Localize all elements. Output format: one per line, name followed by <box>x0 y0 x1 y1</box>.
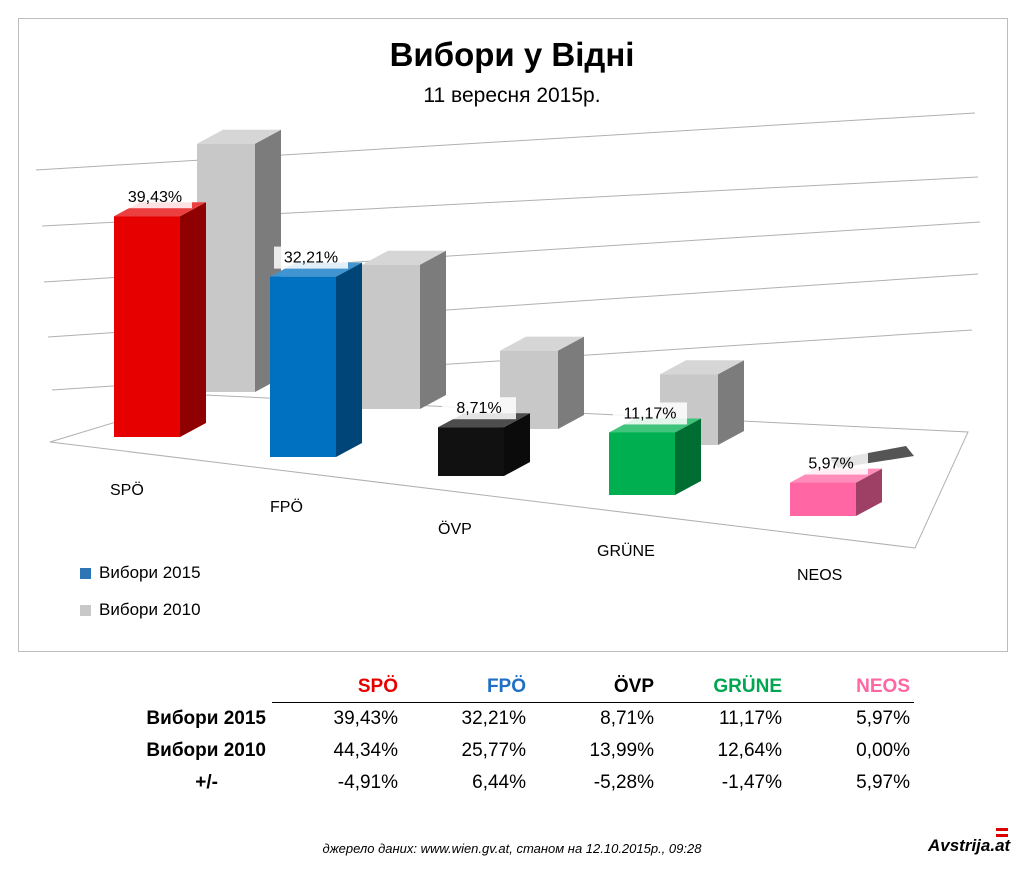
category-label-0: SPÖ <box>110 481 144 499</box>
bar-2015-1-side <box>336 262 362 457</box>
bar-2010-1-top <box>362 250 446 265</box>
data-label-bg <box>442 397 516 420</box>
data-label-2015-4: 5,97% <box>808 456 853 473</box>
logo-text: Avstrija.at <box>928 836 1011 855</box>
legend-swatch-2015 <box>80 567 91 579</box>
bar-2015-0 <box>114 216 180 437</box>
chart-frame <box>18 18 1008 652</box>
bar-2010-1-side <box>420 250 446 409</box>
legend-label-2015: Вибори 2015 <box>99 563 201 582</box>
data-label-2015-0: 39,43% <box>128 189 182 206</box>
site-logo: Avstrija.at <box>928 828 1011 856</box>
bar-2010-3-top <box>660 360 744 375</box>
legend-item-2015: Вибори 2015 <box>80 563 201 583</box>
bar-2015-2 <box>438 427 504 476</box>
bar-2015-3-side <box>675 418 701 495</box>
bar-2015-1 <box>270 276 336 457</box>
chart-title: Вибори у Відні <box>389 36 635 73</box>
legend-item-2010: Вибори 2010 <box>80 600 201 620</box>
category-label-1: FPÖ <box>270 498 303 516</box>
bar-2010-0-top <box>197 129 281 144</box>
table-header-rule <box>272 702 914 703</box>
bar-2015-4 <box>790 482 856 516</box>
data-label-bg <box>613 402 687 425</box>
bar-2010-2-side <box>558 336 584 429</box>
bar-2010-3-side <box>718 360 744 445</box>
data-label-bg <box>118 186 192 209</box>
bar-2015-0-side <box>180 202 206 437</box>
bar-2015-2-side <box>504 413 530 476</box>
data-label-2015-1: 32,21% <box>284 250 338 267</box>
flag-icon <box>996 828 1008 837</box>
bar-2010-1 <box>362 264 420 409</box>
data-label-bg <box>794 452 868 475</box>
bar-2015-4-side <box>856 468 882 516</box>
category-label-3: GRÜNE <box>597 542 655 560</box>
gridline <box>35 112 976 171</box>
data-label-2015-3: 11,17% <box>623 405 676 422</box>
category-label-2: ÖVP <box>438 520 472 538</box>
bar-2015-3 <box>609 432 675 495</box>
data-label-bg <box>274 246 348 269</box>
legend-label-2010: Вибори 2010 <box>99 600 201 619</box>
source-note: джерело даних: www.wien.gv.at, станом на… <box>322 841 702 856</box>
data-label-2015-2: 8,71% <box>456 400 501 417</box>
chart-subtitle: 11 вересня 2015р. <box>423 84 601 107</box>
category-label-4: NEOS <box>797 567 842 584</box>
legend-swatch-2010 <box>80 604 91 616</box>
bar-2010-2-top <box>500 336 584 351</box>
bar-2010-0 <box>197 143 255 392</box>
